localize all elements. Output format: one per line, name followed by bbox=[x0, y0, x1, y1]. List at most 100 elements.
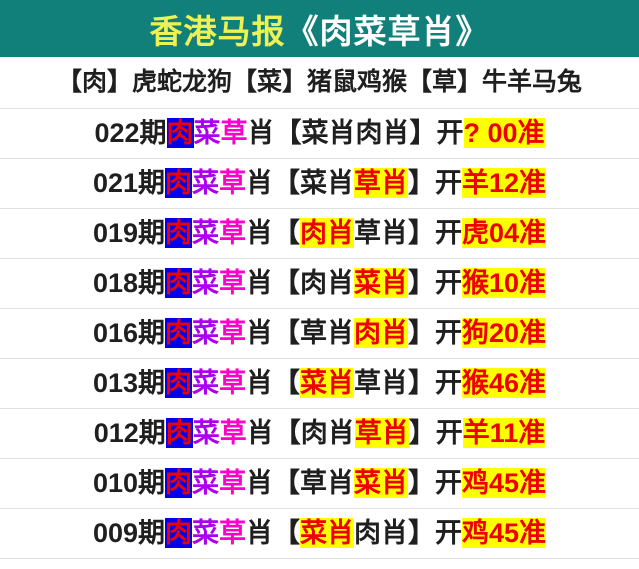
row-segment-plain: 开 bbox=[435, 318, 462, 348]
row-segment-plain: 开 bbox=[435, 368, 462, 398]
row-segment-plain: 【 bbox=[273, 368, 300, 398]
row-segment-plain: 019期 bbox=[92, 218, 165, 248]
row-segment-cao: 草 bbox=[219, 468, 246, 498]
row-segment-plain: 开 bbox=[435, 518, 462, 548]
row-segment-plain: 草肖】 bbox=[354, 218, 435, 248]
row-segment-rou: 肉 bbox=[165, 518, 192, 548]
row-segment-plain: 013期 bbox=[92, 368, 165, 398]
row-segment-hl: 肉肖 bbox=[354, 318, 408, 348]
page-title: 香港马报 《肉菜草肖》 bbox=[0, 0, 639, 57]
row-segment-hl: 菜肖 bbox=[300, 368, 354, 398]
result-row: 016期肉菜草肖【草肖肉肖】开狗20准 bbox=[0, 309, 639, 359]
row-segment-plain: 018期 bbox=[92, 268, 165, 298]
row-segment-plain: 开 bbox=[435, 168, 462, 198]
row-segment-hl: 肉肖 bbox=[300, 218, 354, 248]
row-segment-cai: 菜 bbox=[192, 518, 219, 548]
row-segment-hl: 虎04准 bbox=[462, 218, 547, 248]
row-segment-plain: 【 bbox=[273, 518, 300, 548]
row-segment-hl: 鸡45准 bbox=[462, 468, 547, 498]
row-segment-plain: 【 bbox=[273, 218, 300, 248]
row-segment-plain: 022期 bbox=[94, 118, 167, 148]
row-segment-plain: 010期 bbox=[92, 468, 165, 498]
row-segment-plain: 肖 bbox=[246, 468, 273, 498]
row-segment-rou: 肉 bbox=[165, 268, 192, 298]
row-segment-plain: 肖 bbox=[246, 418, 274, 448]
result-row: 012期肉菜草肖【肉肖草肖】开羊11准 bbox=[0, 409, 639, 459]
row-segment-hl: 鸡45准 bbox=[462, 518, 547, 548]
row-segment-plain: 开 bbox=[436, 118, 464, 148]
row-segment-plain: 012期 bbox=[93, 418, 166, 448]
row-segment-hl: 草肖 bbox=[354, 168, 408, 198]
row-segment-plain: 】 bbox=[408, 168, 435, 198]
row-segment-plain: 开 bbox=[435, 268, 462, 298]
row-segment-cao: 草 bbox=[219, 318, 246, 348]
row-segment-cao: 草 bbox=[219, 268, 246, 298]
row-segment-hl: 菜肖 bbox=[354, 268, 408, 298]
row-segment-cao: 草 bbox=[220, 118, 248, 148]
title-highlight-text: 香港马报 bbox=[149, 12, 286, 50]
row-segment-plain: 】 bbox=[408, 318, 435, 348]
result-row: 019期肉菜草肖【肉肖草肖】开虎04准 bbox=[0, 209, 639, 259]
row-segment-cai: 菜 bbox=[193, 118, 221, 148]
row-segment-plain: 肖 bbox=[247, 118, 275, 148]
result-row: 009期肉菜草肖【菜肖肉肖】开鸡45准 bbox=[0, 509, 639, 559]
row-segment-plain: 【菜肖肉肖】 bbox=[274, 118, 437, 148]
row-segment-rou: 肉 bbox=[165, 418, 193, 448]
row-segment-plain: 肖 bbox=[246, 218, 273, 248]
row-segment-plain: 肖 bbox=[246, 268, 273, 298]
row-segment-plain: 】 bbox=[408, 468, 435, 498]
row-segment-hl: 羊11准 bbox=[462, 418, 546, 448]
row-segment-cai: 菜 bbox=[192, 468, 219, 498]
row-segment-hl: ? 00准 bbox=[463, 118, 545, 148]
row-segment-plain: 016期 bbox=[92, 318, 165, 348]
row-segment-cai: 菜 bbox=[192, 418, 220, 448]
row-segment-hl: 草肖 bbox=[354, 418, 409, 448]
row-segment-plain: 【草肖 bbox=[273, 318, 354, 348]
result-row: 021期肉菜草肖【菜肖草肖】开羊12准 bbox=[0, 159, 639, 209]
result-row: 018期肉菜草肖【肉肖菜肖】开猴10准 bbox=[0, 259, 639, 309]
row-segment-plain: 021期 bbox=[92, 168, 165, 198]
row-segment-cai: 菜 bbox=[192, 368, 219, 398]
row-segment-plain: 草肖】 bbox=[354, 368, 435, 398]
row-segment-plain: 肉肖】 bbox=[354, 518, 435, 548]
row-segment-hl: 菜肖 bbox=[300, 518, 354, 548]
result-row: 010期肉菜草肖【草肖菜肖】开鸡45准 bbox=[0, 459, 639, 509]
row-segment-rou: 肉 bbox=[165, 218, 192, 248]
row-segment-cai: 菜 bbox=[192, 218, 219, 248]
row-segment-cao: 草 bbox=[219, 168, 246, 198]
row-segment-hl: 猴46准 bbox=[462, 368, 547, 398]
row-segment-cao: 草 bbox=[219, 218, 246, 248]
results-list: 022期肉菜草肖【菜肖肉肖】开? 00准 021期肉菜草肖【菜肖草肖】开羊12准 0… bbox=[0, 109, 639, 559]
row-segment-plain: 肖 bbox=[246, 368, 273, 398]
row-segment-plain: 开 bbox=[435, 418, 463, 448]
row-segment-rou: 肉 bbox=[165, 318, 192, 348]
row-segment-cao: 草 bbox=[219, 518, 246, 548]
row-segment-plain: 【菜肖 bbox=[273, 168, 354, 198]
row-segment-plain: 【肉肖 bbox=[273, 418, 355, 448]
row-segment-cai: 菜 bbox=[192, 268, 219, 298]
result-row: 022期肉菜草肖【菜肖肉肖】开? 00准 bbox=[0, 109, 639, 159]
row-segment-cai: 菜 bbox=[192, 168, 219, 198]
result-row: 013期肉菜草肖【菜肖草肖】开猴46准 bbox=[0, 359, 639, 409]
row-segment-hl: 羊12准 bbox=[462, 168, 547, 198]
row-segment-hl: 菜肖 bbox=[354, 468, 408, 498]
row-segment-plain: 开 bbox=[435, 468, 462, 498]
row-segment-plain: 开 bbox=[435, 218, 462, 248]
row-segment-hl: 猴10准 bbox=[462, 268, 547, 298]
row-segment-plain: 肖 bbox=[246, 518, 273, 548]
row-segment-hl: 狗20准 bbox=[462, 318, 547, 348]
row-segment-rou: 肉 bbox=[165, 468, 192, 498]
zodiac-legend: 【肉】虎蛇龙狗【菜】猪鼠鸡猴【草】牛羊马兔 bbox=[0, 57, 639, 109]
title-rest-text: 《肉菜草肖》 bbox=[285, 12, 490, 50]
row-segment-cao: 草 bbox=[219, 368, 246, 398]
row-segment-plain: 肖 bbox=[246, 168, 273, 198]
row-segment-plain: 】 bbox=[408, 418, 436, 448]
row-segment-plain: 【草肖 bbox=[273, 468, 354, 498]
row-segment-cao: 草 bbox=[219, 418, 247, 448]
row-segment-plain: 】 bbox=[408, 268, 435, 298]
row-segment-plain: 【肉肖 bbox=[273, 268, 354, 298]
row-segment-plain: 009期 bbox=[92, 518, 165, 548]
row-segment-rou: 肉 bbox=[165, 168, 192, 198]
row-segment-plain: 肖 bbox=[246, 318, 273, 348]
row-segment-cai: 菜 bbox=[192, 318, 219, 348]
